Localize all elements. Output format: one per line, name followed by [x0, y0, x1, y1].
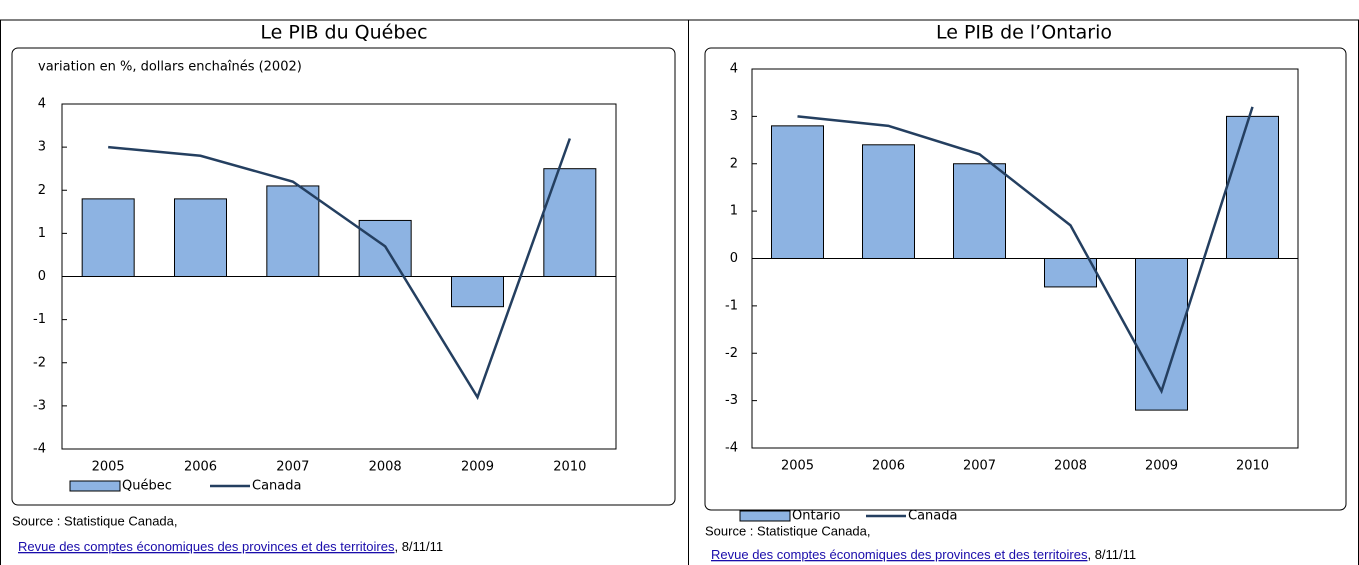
y-tick-label: -2: [33, 355, 46, 370]
bar: [1226, 115, 1279, 259]
y-axis-label: variation en %, dollars enchaînés (2002): [38, 60, 302, 75]
source-date: , 8/11/11: [394, 539, 443, 554]
x-tick-label: 2008: [1054, 459, 1087, 474]
source-date: , 8/11/11: [1087, 547, 1136, 562]
y-tick-label: -4: [725, 441, 738, 456]
y-tick-label: -4: [33, 442, 46, 457]
legend-swatch: [739, 510, 791, 522]
bar: [1044, 258, 1097, 288]
legend-label: Canada: [908, 509, 957, 524]
x-tick-label: 2007: [276, 460, 309, 475]
chart-frame: [11, 47, 676, 506]
x-tick-label: 2008: [369, 460, 402, 475]
y-tick-label: 0: [730, 251, 738, 266]
source-line: Revue des comptes économiques des provin…: [18, 539, 443, 554]
bar: [543, 168, 597, 277]
y-tick-label: 3: [38, 140, 46, 155]
line: [797, 106, 1254, 395]
y-tick-label: 0: [38, 269, 46, 284]
source-link[interactable]: Revue des comptes économiques des provin…: [18, 539, 395, 554]
line: [108, 138, 572, 401]
legend-label: Québec: [122, 479, 172, 494]
x-tick-label: 2006: [872, 459, 905, 474]
y-tick-label: 2: [38, 183, 46, 198]
source-link[interactable]: Revue des comptes économiques des provin…: [711, 547, 1088, 562]
x-tick-label: 2009: [461, 460, 494, 475]
chart-title: Le PIB de l’Ontario: [936, 22, 1112, 44]
x-tick-label: 2005: [781, 459, 814, 474]
x-tick-label: 2010: [553, 460, 586, 475]
x-tick-label: 2005: [92, 460, 125, 475]
x-tick-label: 2010: [1236, 459, 1269, 474]
bar: [771, 125, 824, 259]
bar: [266, 185, 320, 277]
y-tick-label: 1: [38, 226, 46, 241]
y-tick-label: 2: [730, 156, 738, 171]
bar: [81, 198, 135, 277]
y-tick-label: 4: [38, 97, 46, 112]
y-tick-label: -3: [725, 393, 738, 408]
y-tick-label: -2: [725, 346, 738, 361]
y-tick-label: -1: [725, 298, 738, 313]
y-tick-label: 4: [730, 62, 738, 77]
y-tick-label: 1: [730, 204, 738, 219]
bar: [953, 163, 1006, 259]
legend-label: Ontario: [792, 509, 840, 524]
bar: [451, 276, 504, 308]
bar: [174, 198, 227, 277]
x-tick-label: 2009: [1145, 459, 1178, 474]
y-tick-label: 3: [730, 109, 738, 124]
x-tick-label: 2007: [963, 459, 996, 474]
source: Source : Statistique Canada,: [705, 523, 871, 538]
bar: [862, 144, 915, 259]
source: Source : Statistique Canada,: [12, 513, 178, 528]
x-tick-label: 2006: [184, 460, 217, 475]
chart-frame: [704, 47, 1347, 511]
legend-swatch: [69, 480, 121, 492]
source-line: Revue des comptes économiques des provin…: [711, 547, 1136, 562]
y-tick-label: -1: [33, 312, 46, 327]
chart-title: Le PIB du Québec: [260, 22, 427, 44]
y-tick-label: -3: [33, 398, 46, 413]
legend-label: Canada: [252, 479, 301, 494]
